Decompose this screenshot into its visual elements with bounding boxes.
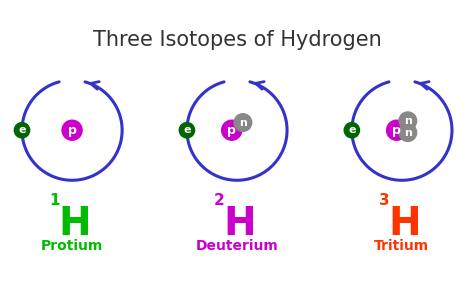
Text: p: p [392, 124, 401, 137]
Text: H: H [389, 205, 421, 243]
Circle shape [399, 112, 417, 130]
Text: p: p [68, 124, 76, 137]
Text: Three Isotopes of Hydrogen: Three Isotopes of Hydrogen [92, 30, 382, 50]
Text: n: n [239, 118, 247, 128]
Circle shape [344, 123, 359, 138]
Text: e: e [348, 125, 356, 135]
Circle shape [399, 124, 417, 141]
Text: Tritium: Tritium [374, 239, 429, 253]
Circle shape [179, 123, 195, 138]
Text: Deuterium: Deuterium [196, 239, 278, 253]
Text: e: e [18, 125, 26, 135]
Text: n: n [404, 116, 412, 126]
Text: 3: 3 [379, 193, 390, 208]
Circle shape [234, 114, 252, 131]
Circle shape [222, 120, 242, 140]
Text: H: H [224, 205, 256, 243]
Text: Protium: Protium [41, 239, 103, 253]
Text: e: e [183, 125, 191, 135]
Text: 1: 1 [49, 193, 60, 208]
Text: 2: 2 [214, 193, 225, 208]
Text: p: p [227, 124, 236, 137]
Text: n: n [404, 128, 412, 137]
Circle shape [387, 120, 407, 140]
Circle shape [62, 120, 82, 140]
Circle shape [14, 123, 30, 138]
Text: H: H [59, 205, 91, 243]
